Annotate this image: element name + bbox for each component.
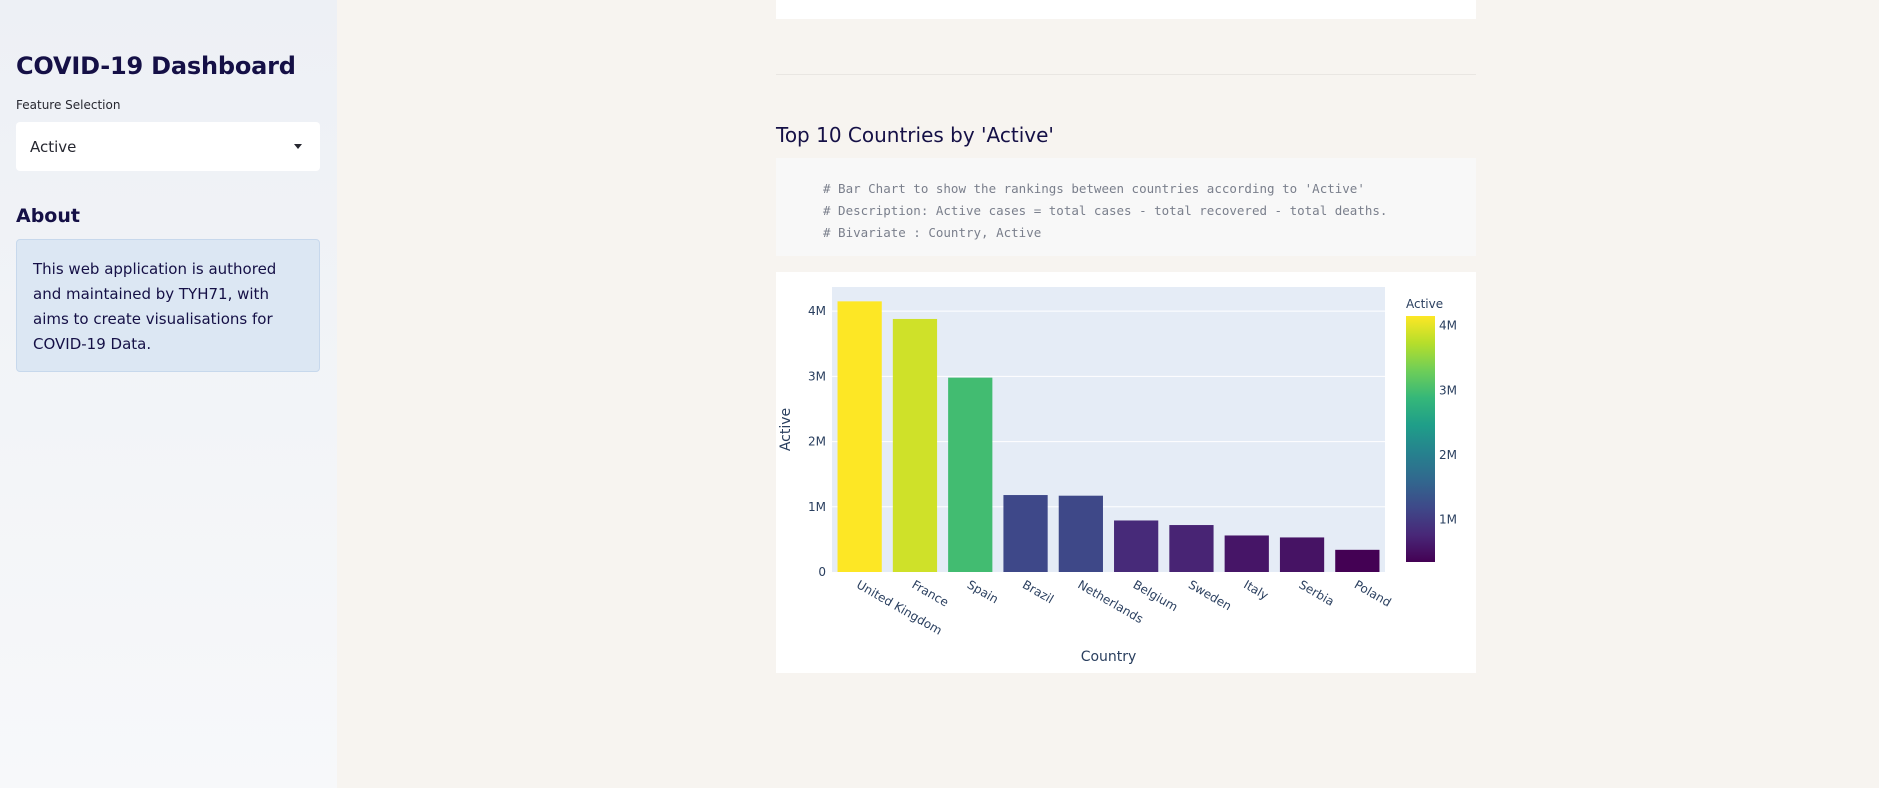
- x-axis-title: Country: [1081, 649, 1137, 665]
- code-block: # Bar Chart to show the rankings between…: [776, 158, 1476, 256]
- y-tick-label: 1M: [808, 500, 826, 514]
- colorbar-tick-label: 2M: [1439, 448, 1457, 462]
- y-tick-label: 0: [818, 565, 826, 579]
- feature-select[interactable]: Active: [16, 122, 320, 171]
- chevron-down-icon: [294, 144, 302, 149]
- section-title: Top 10 Countries by 'Active': [776, 123, 1054, 147]
- feature-select-value: Active: [30, 137, 77, 156]
- y-tick-label: 2M: [808, 435, 826, 449]
- bar: [1335, 549, 1380, 572]
- section-divider: [776, 74, 1476, 75]
- about-info-box: This web application is authored and mai…: [16, 239, 320, 372]
- bar: [1058, 495, 1103, 572]
- bar: [1279, 537, 1325, 572]
- y-tick-label: 3M: [808, 369, 826, 383]
- bar: [948, 377, 993, 572]
- colorbar-tick-label: 3M: [1439, 383, 1457, 397]
- x-tick-label: Poland: [1352, 577, 1394, 609]
- colorbar: [1406, 316, 1435, 562]
- x-tick-label: Sweden: [1186, 577, 1234, 613]
- colorbar-title: Active: [1406, 297, 1443, 311]
- x-tick-label: France: [909, 577, 951, 609]
- colorbar-tick-label: 4M: [1439, 319, 1457, 333]
- code-line: # Description: Active cases = total case…: [823, 203, 1388, 218]
- x-tick-label: Brazil: [1020, 577, 1056, 606]
- bar: [1114, 520, 1159, 572]
- sidebar: COVID-19 Dashboard Feature Selection Act…: [0, 0, 337, 788]
- about-text: This web application is authored and mai…: [33, 260, 277, 353]
- bar: [1169, 525, 1214, 572]
- about-heading: About: [16, 205, 80, 227]
- app-title: COVID-19 Dashboard: [16, 52, 296, 80]
- x-tick-label: Serbia: [1297, 577, 1337, 608]
- bar: [837, 301, 882, 572]
- colorbar-tick-label: 1M: [1439, 512, 1457, 526]
- x-tick-label: Spain: [965, 577, 1001, 606]
- y-tick-label: 4M: [808, 304, 826, 318]
- bar-chart-card: 0 1M 2M 3M 4M United Kingdom France Spain Brazil…: [776, 272, 1476, 673]
- bar: [892, 318, 938, 572]
- y-axis-title: Active: [778, 408, 794, 451]
- code-line: # Bivariate : Country, Active: [823, 225, 1042, 240]
- bar: [1224, 535, 1269, 572]
- code-line: # Bar Chart to show the rankings between…: [823, 181, 1365, 196]
- feature-selection-label: Feature Selection: [16, 98, 121, 112]
- x-tick-label: Italy: [1241, 577, 1271, 602]
- previous-chart-card: [776, 0, 1476, 19]
- bar: [1003, 495, 1048, 572]
